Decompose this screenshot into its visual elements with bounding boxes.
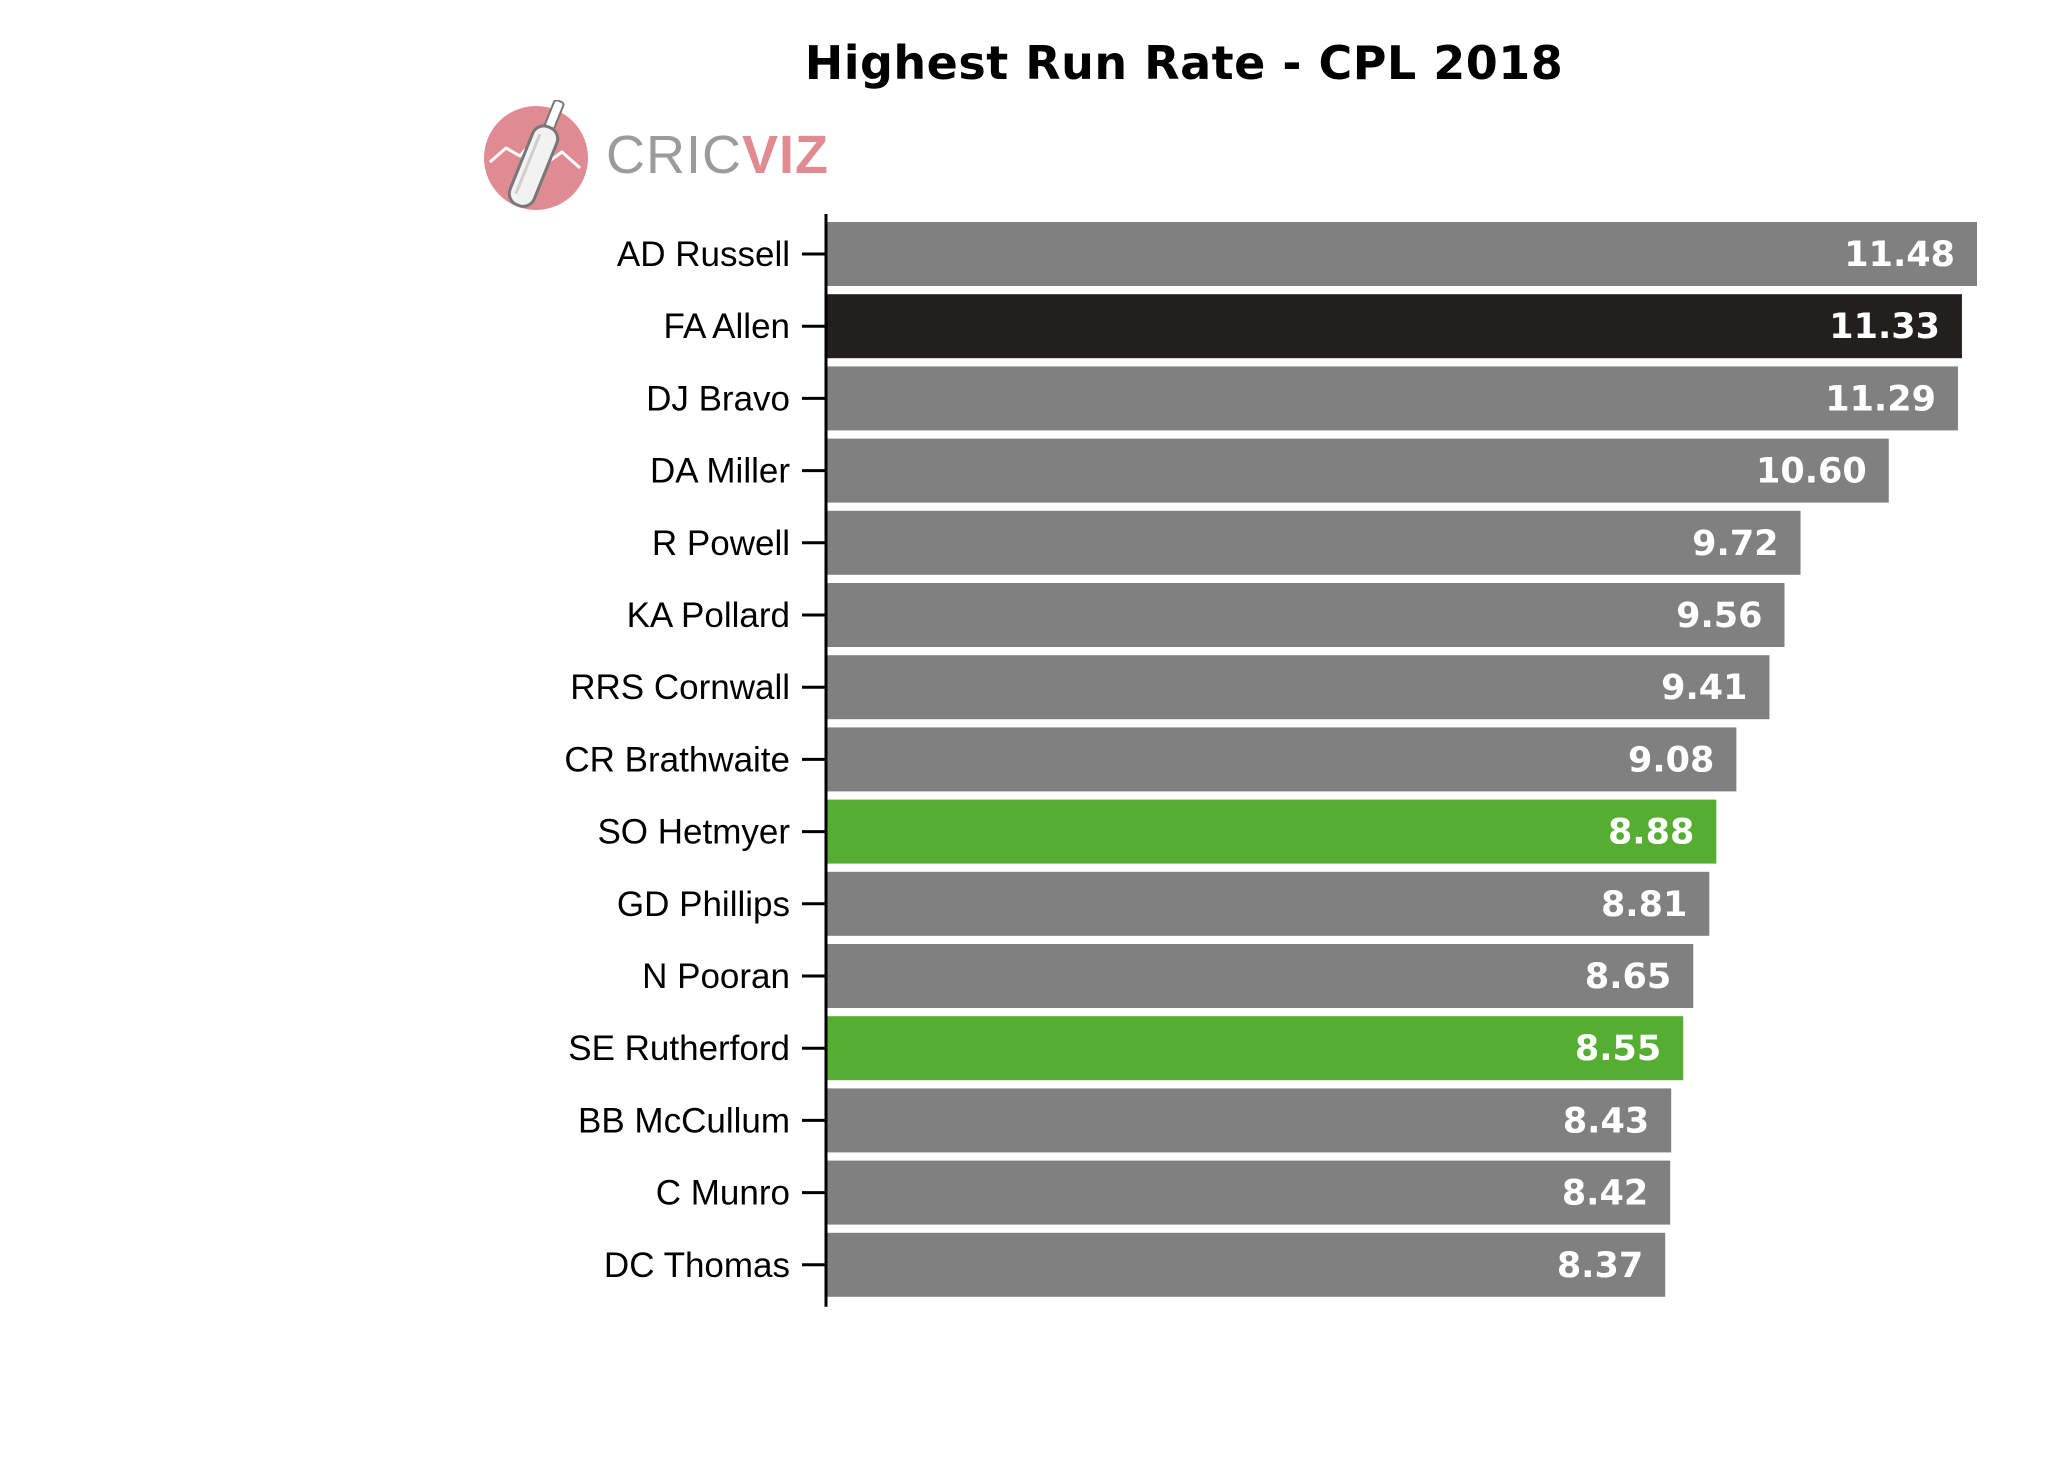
cricviz-logo: CRICVIZ (484, 99, 828, 216)
value-label-7: 9.08 (1628, 740, 1714, 780)
value-label-8: 8.88 (1608, 813, 1694, 853)
bar-11 (826, 1016, 1684, 1081)
category-label-3: DA Miller (650, 452, 790, 491)
bar-4 (826, 510, 1801, 575)
value-label-6: 9.41 (1661, 668, 1747, 708)
bar-7 (826, 727, 1737, 792)
bar-8 (826, 799, 1717, 864)
cricket-bat-icon (484, 99, 588, 210)
category-label-13: C Munro (656, 1174, 790, 1213)
category-label-6: RRS Cornwall (570, 668, 790, 707)
category-label-10: N Pooran (642, 957, 790, 996)
category-label-4: R Powell (652, 524, 790, 563)
bar-9 (826, 871, 1710, 936)
value-label-11: 8.55 (1575, 1029, 1661, 1069)
bar-10 (826, 944, 1694, 1008)
bar-2 (826, 366, 1958, 431)
category-label-5: KA Pollard (627, 596, 790, 635)
category-label-11: SE Rutherford (568, 1029, 790, 1068)
category-label-14: DC Thomas (604, 1246, 790, 1285)
category-label-1: FA Allen (664, 307, 790, 346)
bar-0 (826, 222, 1977, 286)
value-label-5: 9.56 (1676, 596, 1762, 636)
value-label-4: 9.72 (1692, 524, 1778, 564)
value-label-0: 11.48 (1844, 235, 1955, 275)
value-label-3: 10.60 (1756, 452, 1867, 492)
bars-layer (826, 222, 1977, 1297)
category-label-7: CR Brathwaite (564, 740, 790, 779)
chart-title: Highest Run Rate - CPL 2018 (804, 36, 1564, 90)
y-axis-ticks (802, 252, 826, 1267)
bar-1 (826, 294, 1962, 359)
bar-6 (826, 655, 1770, 720)
value-label-14: 8.37 (1557, 1246, 1643, 1286)
category-label-0: AD Russell (617, 235, 790, 274)
category-label-9: GD Phillips (617, 885, 790, 924)
logo-text-cric: CRIC (606, 125, 742, 185)
category-label-8: SO Hetmyer (597, 813, 790, 852)
value-label-13: 8.42 (1562, 1174, 1648, 1214)
bar-5 (826, 583, 1785, 647)
logo-wordmark: CRICVIZ (606, 128, 829, 182)
bar-12 (826, 1088, 1672, 1153)
value-label-10: 8.65 (1585, 957, 1671, 997)
value-label-1: 11.33 (1829, 307, 1940, 347)
logo-text-viz: VIZ (742, 125, 830, 185)
value-label-12: 8.43 (1563, 1101, 1649, 1141)
bar-13 (826, 1160, 1671, 1225)
value-label-9: 8.81 (1601, 885, 1687, 925)
category-labels: AD Russell FA Allen DJ Bravo DA Miller R Pow… (564, 235, 790, 1285)
bar-3 (826, 438, 1889, 503)
value-label-2: 11.29 (1825, 379, 1936, 419)
category-label-2: DJ Bravo (646, 379, 790, 418)
category-label-12: BB McCullum (578, 1101, 790, 1140)
value-labels: 11.48 11.33 11.29 10.60 9.72 9.56 9.41 9.08 8.88… (1557, 235, 1955, 1286)
bar-14 (826, 1232, 1666, 1297)
